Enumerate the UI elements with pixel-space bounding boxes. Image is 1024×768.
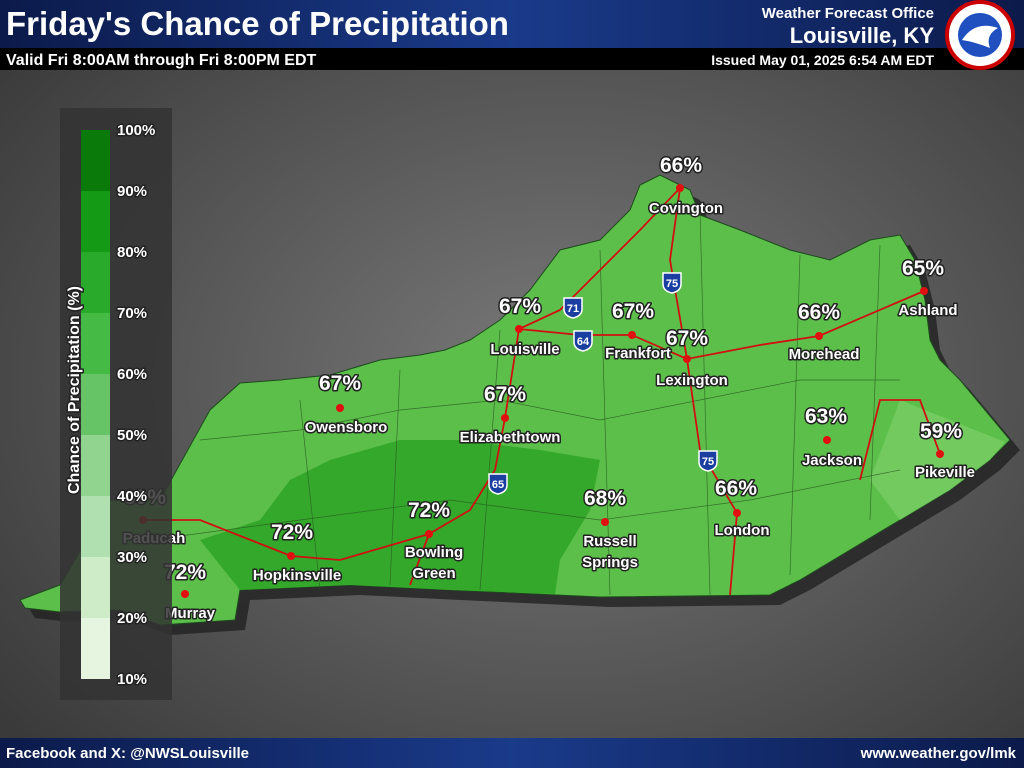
city-dot [425,530,433,538]
city-name: Bowling [405,544,463,561]
city-pop: 67% [484,383,526,406]
legend-swatch [81,435,110,496]
city-pop: 65% [902,257,944,280]
city-name: Jackson [802,452,862,469]
legend-label: 90% [117,183,147,200]
footer-bar [0,738,1024,768]
legend-box [60,108,172,700]
office: Weather Forecast Office [762,5,934,22]
city-dot [683,355,691,363]
legend-swatch [81,252,110,313]
city-name: Owensboro [305,419,388,436]
shield-number: 75 [666,278,678,290]
city-dot [501,414,509,422]
city-name: Ashland [898,302,957,319]
shield-number: 65 [492,479,504,491]
legend-label: 20% [117,610,147,627]
subtitle-bar [0,48,1024,70]
shield-number: 64 [577,336,590,348]
city-dot [628,331,636,339]
legend-label: 30% [117,549,147,566]
legend-swatch [81,618,110,679]
city-name: Murray [165,605,216,622]
header-bar [0,0,1024,48]
city-dot [920,287,928,295]
shield [573,330,593,352]
nws-logo [945,0,1015,70]
legend-label: 40% [117,488,147,505]
city-name: Russell [583,533,636,550]
legend-swatch [81,557,110,618]
legend-swatch [81,191,110,252]
lower-pop-area [870,400,1005,520]
title: Friday's Chance of Precipitation [6,5,509,42]
legend-swatch [81,130,110,191]
legend-swatch [81,313,110,374]
city-dot [733,509,741,517]
city-dot [601,518,609,526]
city-pop: 67% [612,300,654,323]
city-dot [515,325,523,333]
legend-swatch [81,496,110,557]
city-dot [815,332,823,340]
city-dot [936,450,944,458]
county-lines [149,209,901,596]
city-name: Green [412,565,455,582]
city-dot [823,436,831,444]
city-name: Hopkinsville [253,567,341,584]
website[interactable]: www.weather.gov/lmk [860,745,1017,762]
city-pop: 66% [715,477,757,500]
city-pop: 72% [408,499,450,522]
shield [563,297,583,319]
shield-number: 71 [567,303,579,315]
city-pop: 59% [920,420,962,443]
city-name: Covington [649,200,723,217]
legend-label: 70% [117,305,147,322]
legend-swatch [81,374,110,435]
subtitle: Valid Fri 8:00AM through Fri 8:00PM EDT [6,52,316,69]
city-dot [336,404,344,412]
legend: 100% 90% 80% 70% 60% 50% 40% 30% 20% 10% [81,121,157,690]
city-name: Morehead [789,346,860,363]
location: Louisville, KY [790,23,935,48]
city-pop: 68% [584,487,626,510]
shield-number: 75 [702,456,714,468]
city-pop: 63% [805,405,847,428]
legend-label: 100% [117,122,155,139]
city-dot [287,552,295,560]
legend-label: 60% [117,366,147,383]
city-name: Louisville [490,341,559,358]
shield [662,272,682,294]
city-pop: 72% [271,521,313,544]
legend-label: 50% [117,427,147,444]
city-dot [181,590,189,598]
city-pop: 67% [499,295,541,318]
city-pop: 67% [319,372,361,395]
city-pop: 66% [660,154,702,177]
shield [698,450,718,472]
social: Facebook and X: @NWSLouisville [6,745,249,762]
legend-label: 10% [117,671,147,688]
city-name: London [715,522,770,539]
issued: Issued May 01, 2025 6:54 AM EDT [711,52,934,68]
shield [488,473,508,495]
city-name: Lexington [656,372,728,389]
city-dot [676,184,684,192]
city-name: Pikeville [915,464,975,481]
city-name: Frankfort [605,345,671,362]
interstate-shields: 71 64 75 75 65 [488,272,718,495]
legend-title: Chance of Precipitation (%) [66,286,83,494]
city-name: Springs [582,554,638,571]
legend-label: 80% [117,244,147,261]
city-pop: 67% [666,327,708,350]
city-pop: 66% [798,301,840,324]
city-name: Elizabethtown [460,429,561,446]
